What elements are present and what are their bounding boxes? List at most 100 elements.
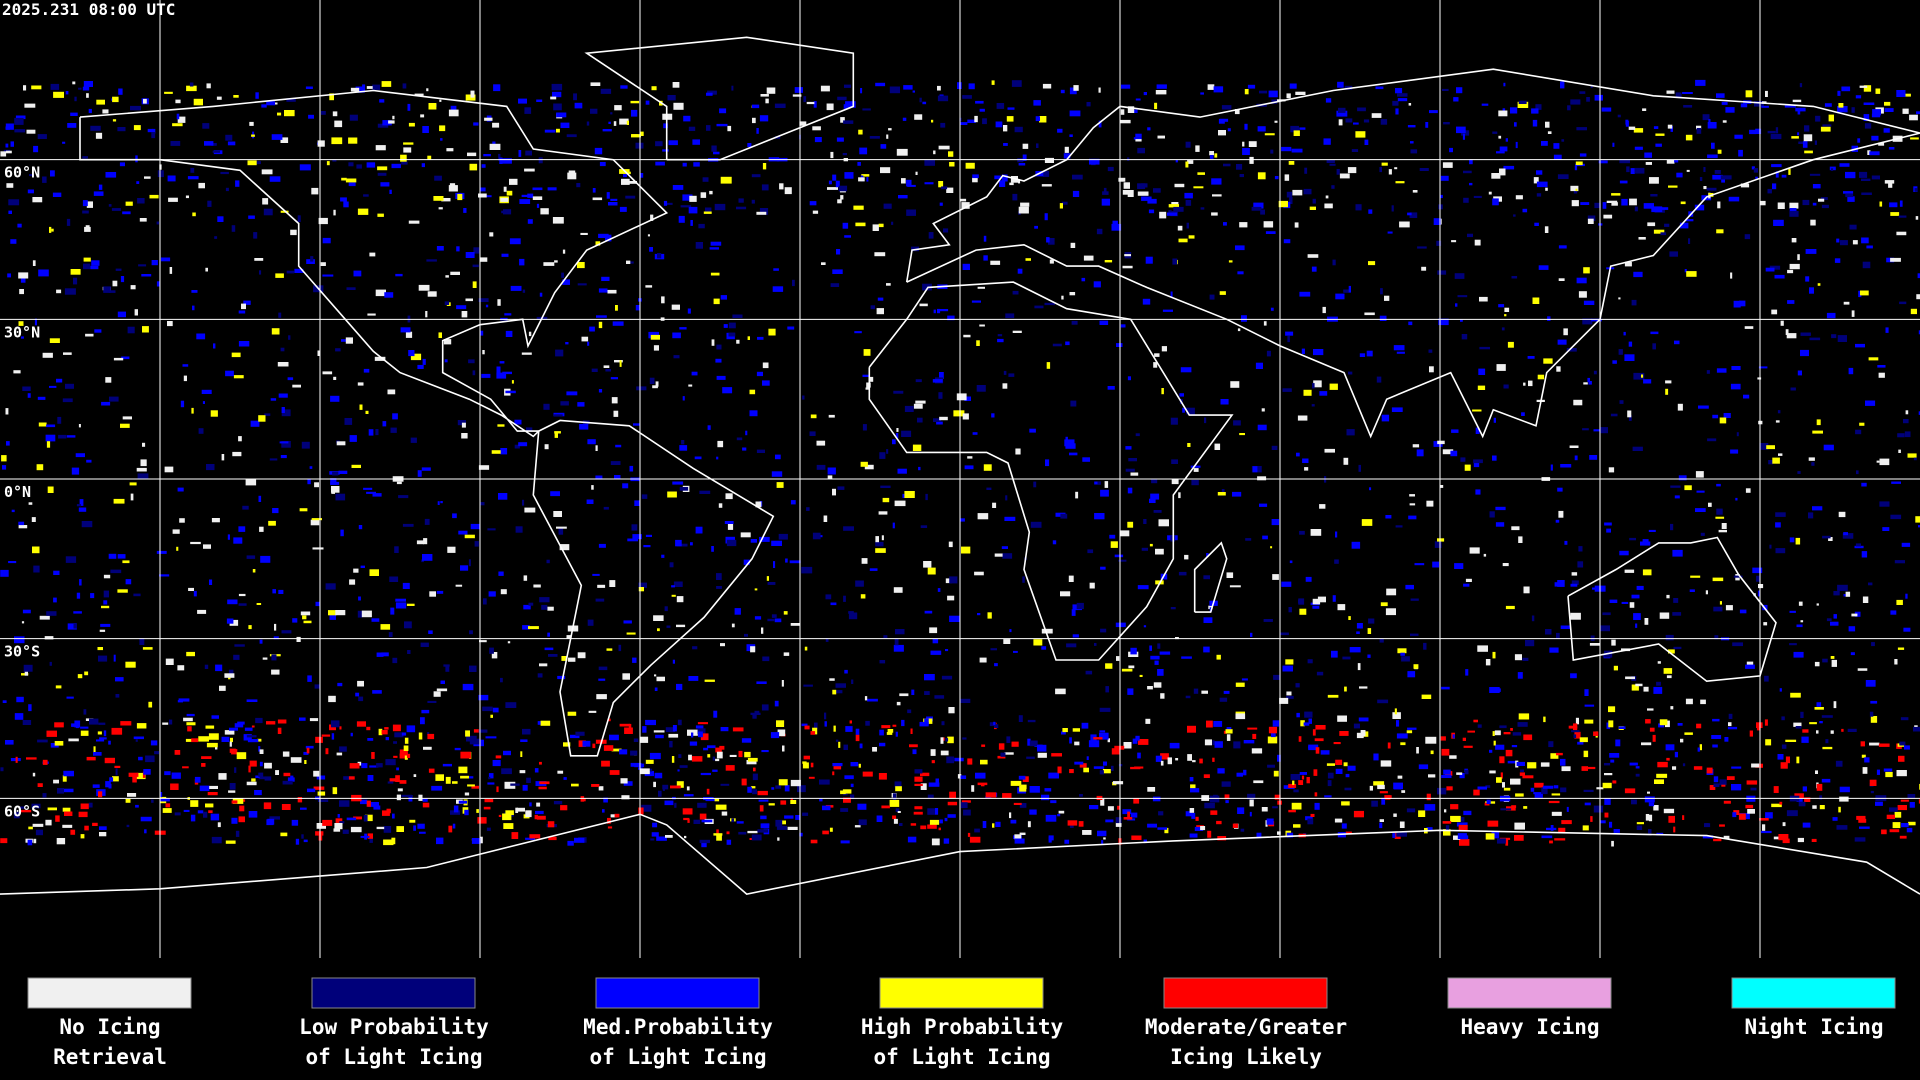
icing-pixel: [1380, 288, 1383, 295]
icing-pixel: [427, 155, 432, 160]
icing-pixel: [1204, 739, 1212, 746]
icing-pixel: [1885, 771, 1893, 778]
icing-pixel: [881, 535, 884, 541]
icing-pixel: [1191, 479, 1199, 486]
icing-pixel: [1237, 328, 1241, 332]
icing-pixel: [1541, 141, 1548, 146]
icing-pixel: [588, 710, 597, 713]
icing-pixel: [1459, 839, 1470, 846]
icing-pixel: [330, 478, 337, 485]
icing-pixel: [234, 767, 237, 773]
icing-pixel: [140, 816, 152, 822]
icing-pixel: [998, 743, 1005, 750]
icing-pixel: [1745, 488, 1751, 493]
icing-pixel: [357, 382, 364, 386]
icing-pixel: [224, 730, 235, 735]
icing-pixel: [234, 644, 245, 647]
icing-pixel: [1089, 582, 1095, 589]
icing-pixel: [503, 186, 507, 192]
icing-pixel: [1195, 145, 1200, 152]
icing-pixel: [1590, 816, 1593, 822]
icing-pixel: [268, 520, 276, 526]
icing-pixel: [1162, 309, 1173, 312]
icing-pixel: [601, 760, 610, 767]
icing-pixel: [1135, 133, 1142, 138]
icing-pixel: [1234, 109, 1240, 115]
icing-pixel: [823, 515, 828, 522]
icing-pixel: [83, 257, 91, 262]
icing-pixel: [1017, 158, 1024, 163]
icing-pixel: [360, 835, 370, 838]
icing-pixel: [1834, 258, 1841, 263]
icing-pixel: [1774, 274, 1785, 279]
icing-pixel: [528, 331, 532, 337]
icing-pixel: [355, 692, 360, 697]
icing-pixel: [450, 810, 460, 815]
icing-pixel: [1295, 683, 1300, 688]
icing-pixel: [802, 812, 809, 816]
icing-pixel: [1406, 808, 1416, 813]
icing-pixel: [1029, 786, 1040, 793]
icing-pixel: [1341, 823, 1347, 829]
icing-pixel: [1416, 449, 1424, 457]
icing-pixel: [1917, 273, 1920, 279]
icing-pixel: [724, 521, 734, 524]
icing-pixel: [990, 260, 1001, 265]
icing-pixel: [623, 174, 627, 178]
icing-pixel: [1267, 764, 1275, 768]
icing-pixel: [1492, 198, 1499, 206]
icing-pixel: [1478, 368, 1486, 375]
icing-pixel: [1795, 107, 1806, 112]
icing-pixel: [251, 134, 255, 137]
icing-pixel: [1399, 221, 1410, 228]
icing-pixel: [858, 763, 861, 768]
icing-pixel: [1069, 769, 1074, 774]
icing-pixel: [717, 440, 724, 448]
icing-pixel: [1648, 802, 1655, 807]
icing-pixel: [521, 352, 532, 355]
icing-pixel: [522, 499, 525, 506]
icing-pixel: [349, 114, 358, 121]
icing-pixel: [1395, 181, 1405, 184]
icing-pixel: [39, 615, 50, 620]
icing-pixel: [1802, 199, 1810, 206]
icing-pixel: [1385, 515, 1392, 519]
icing-pixel: [930, 749, 936, 756]
icing-pixel: [716, 123, 728, 127]
icing-pixel: [388, 632, 393, 637]
icing-pixel: [1242, 141, 1245, 147]
icing-pixel: [932, 638, 939, 644]
icing-pixel: [277, 362, 289, 367]
icing-pixel: [1042, 170, 1050, 177]
icing-pixel: [1004, 752, 1014, 755]
icing-pixel: [8, 199, 20, 206]
icing-pixel: [1060, 513, 1068, 519]
icing-pixel: [1832, 817, 1838, 821]
icing-pixel: [1239, 433, 1245, 436]
icing-pixel: [1315, 747, 1320, 754]
icing-pixel: [1451, 240, 1457, 243]
icing-pixel: [234, 723, 244, 728]
icing-pixel: [366, 491, 376, 494]
icing-pixel: [1164, 827, 1169, 834]
icing-pixel: [1496, 364, 1506, 371]
icing-pixel: [972, 177, 978, 183]
icing-pixel: [838, 741, 841, 748]
icing-pixel: [1838, 806, 1841, 813]
icing-pixel: [1150, 493, 1160, 500]
icing-pixel: [1587, 377, 1590, 382]
icing-pixel: [479, 836, 483, 844]
icing-pixel: [1838, 103, 1844, 108]
icing-pixel: [1171, 202, 1179, 206]
icing-pixel: [657, 253, 662, 259]
icing-pixel: [18, 525, 28, 529]
icing-pixel: [1544, 226, 1549, 233]
icing-pixel: [1855, 429, 1862, 435]
icing-pixel: [1811, 462, 1815, 466]
icing-pixel: [1332, 259, 1336, 266]
icing-pixel: [1852, 240, 1858, 245]
icing-pixel: [1499, 756, 1505, 764]
icing-pixel: [937, 95, 949, 102]
icing-pixel: [469, 665, 477, 672]
icing-pixel: [608, 202, 618, 206]
